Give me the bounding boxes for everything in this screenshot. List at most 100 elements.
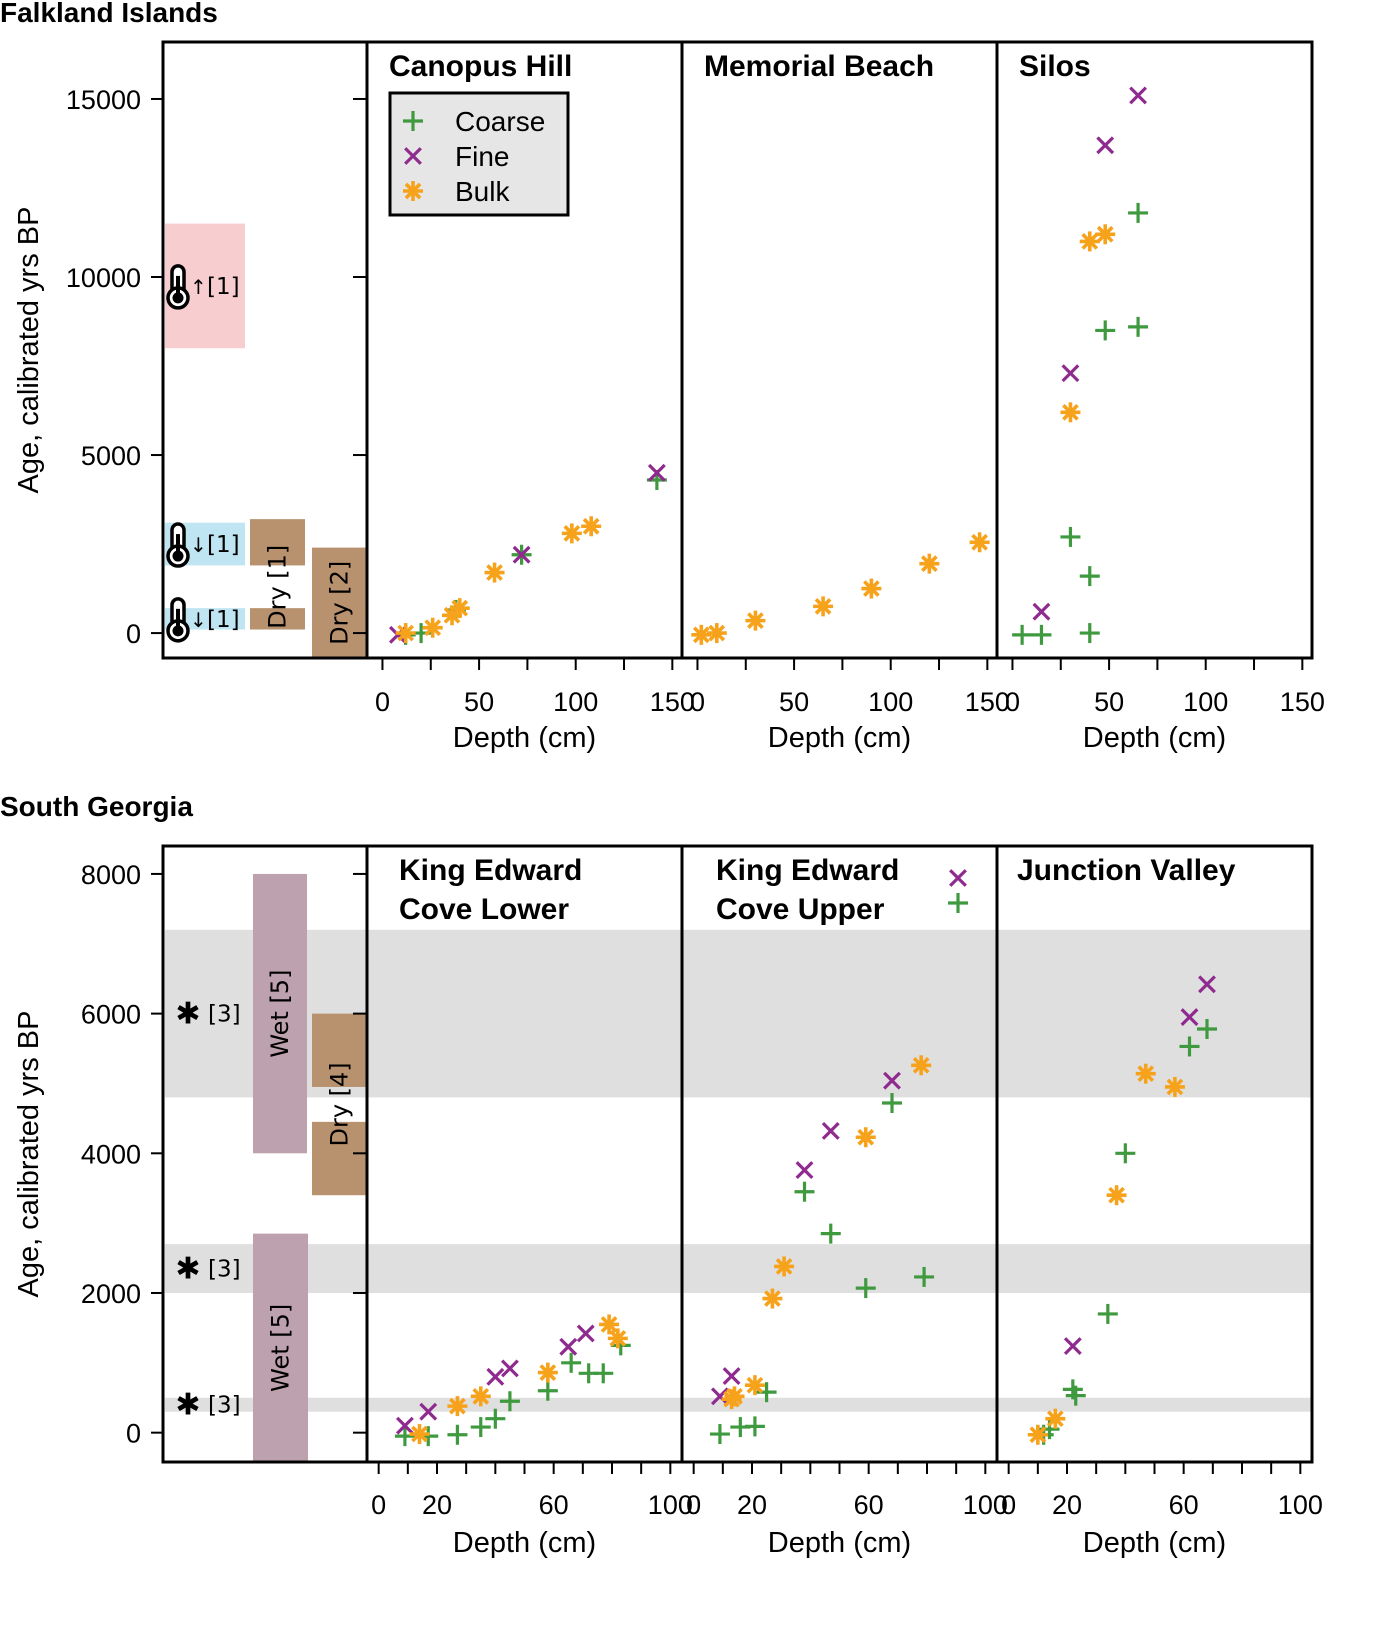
- reference-label: [3]: [208, 1393, 241, 1419]
- data-point: [499, 1391, 520, 1412]
- marker-stroke: [397, 624, 414, 642]
- data-point: [883, 1071, 901, 1090]
- panel-title: Cove Lower: [399, 893, 569, 926]
- data-point: [762, 1288, 783, 1309]
- data-point: [500, 1359, 519, 1378]
- moisture-bar-label: Dry [2]: [326, 561, 354, 645]
- x-tick-label: 150: [650, 687, 695, 717]
- x-tick-label: 0: [686, 1490, 701, 1520]
- data-point: [470, 1386, 491, 1407]
- data-point: [1164, 1076, 1185, 1097]
- marker-stroke: [600, 1316, 618, 1333]
- series-bulk: [409, 1314, 628, 1445]
- data-point: [470, 1417, 491, 1438]
- data-point: [919, 553, 940, 574]
- series-coarse: [709, 1093, 935, 1445]
- y-axis-label: Age, calibrated yrs BP: [13, 207, 45, 494]
- data-point: [1128, 202, 1149, 223]
- x-tick-label: 50: [779, 687, 809, 717]
- marker-stroke: [863, 580, 880, 597]
- data-point: [1079, 623, 1100, 644]
- y-axis: 0 2000 4000 6000 8000 Age, calibrated yrs BP: [13, 860, 367, 1449]
- reference-label: [3]: [208, 1257, 241, 1283]
- marker-stroke: [1029, 1426, 1047, 1444]
- data-point: [561, 1352, 582, 1373]
- panel-title: Memorial Beach: [704, 50, 934, 83]
- data-point: [607, 1328, 628, 1349]
- panel-title: Junction Valley: [1017, 854, 1236, 887]
- moisture-bar-segment: [312, 547, 367, 658]
- marker-stroke: [692, 626, 710, 644]
- data-point: [821, 1122, 840, 1140]
- data-point: [449, 598, 470, 619]
- y-tick-label: 8000: [81, 860, 141, 890]
- data-point: [820, 1223, 841, 1244]
- data-point: [1135, 1063, 1156, 1084]
- marker-stroke: [539, 1364, 557, 1381]
- data-point: [395, 1416, 414, 1435]
- y-tick-label: 4000: [81, 1139, 141, 1169]
- series-coarse: [395, 469, 667, 645]
- data-point: [1198, 975, 1216, 994]
- data-point: [1129, 86, 1148, 105]
- x-axis-label: Depth (cm): [768, 1527, 911, 1559]
- marker-stroke: [1096, 136, 1115, 155]
- y-tick-label: 15000: [66, 85, 141, 115]
- marker-stroke: [500, 1359, 519, 1378]
- series-bulk: [1060, 224, 1116, 423]
- marker-stroke: [795, 1161, 814, 1179]
- panel-title: King Edward: [716, 854, 899, 887]
- y-tick-label: 0: [126, 619, 141, 649]
- x-tick-label: 100: [1183, 687, 1228, 717]
- x-tick-label: 0: [375, 687, 390, 717]
- x-axis-label: Depth (cm): [1083, 722, 1226, 754]
- marker-stroke: [971, 533, 988, 551]
- series-bulk: [1027, 1063, 1185, 1445]
- marker-stroke: [775, 1258, 793, 1275]
- panel: King Edward Cove Upper 0 20 60 100 Depth (cm): [680, 844, 1008, 1559]
- data-point: [1097, 1303, 1118, 1324]
- data-point: [1032, 602, 1051, 621]
- thermometer-cool-icon: [166, 522, 190, 568]
- region-title: South Georgia: [0, 791, 193, 822]
- y-tick-label: 6000: [81, 1000, 141, 1030]
- marker-stroke: [1061, 364, 1080, 383]
- data-point: [486, 1367, 505, 1386]
- data-point: [1012, 624, 1033, 645]
- reference-label: [1]: [207, 607, 240, 633]
- marker-stroke: [921, 555, 938, 572]
- marker-stroke: [1166, 1078, 1184, 1096]
- moisture-bar-segment: [312, 1013, 367, 1087]
- marker-stroke: [424, 619, 442, 637]
- data-point: [745, 610, 766, 631]
- data-point: [1179, 1036, 1200, 1057]
- marker-stroke: [449, 1397, 466, 1415]
- x-axis-label: Depth (cm): [453, 722, 596, 754]
- marker-stroke: [1180, 1008, 1199, 1027]
- data-point: [395, 623, 416, 644]
- legend-label: Coarse: [455, 106, 545, 137]
- arrow-down-icon: ↓: [190, 533, 207, 557]
- marker-stroke: [726, 1388, 743, 1405]
- x-tick-label: 0: [1005, 687, 1020, 717]
- moisture-bar-label: Wet [5]: [266, 970, 294, 1058]
- moisture-bar-segment: [250, 608, 305, 630]
- thermometer-mercury: [176, 275, 180, 296]
- data-point: [394, 1426, 415, 1447]
- data-point: [1106, 1185, 1127, 1206]
- series-bulk: [691, 532, 990, 645]
- reference-label: [3]: [208, 1002, 241, 1028]
- y-tick-label: 5000: [81, 441, 141, 471]
- legend: [948, 869, 968, 913]
- panel: Canopus Hill 0 50 100 150 Depth (cm): [365, 40, 695, 754]
- marker-stroke: [472, 1388, 490, 1405]
- x-tick-label: 0: [690, 687, 705, 717]
- marker-stroke: [1062, 403, 1079, 421]
- x-tick-label: 20: [1052, 1490, 1082, 1520]
- x-tick-label: 60: [1169, 1490, 1199, 1520]
- data-point: [1180, 1008, 1199, 1027]
- panel: Silos 0 50 100 150 Depth (cm): [995, 40, 1325, 754]
- marker-stroke: [404, 182, 422, 200]
- x-axis-label: Depth (cm): [768, 722, 911, 754]
